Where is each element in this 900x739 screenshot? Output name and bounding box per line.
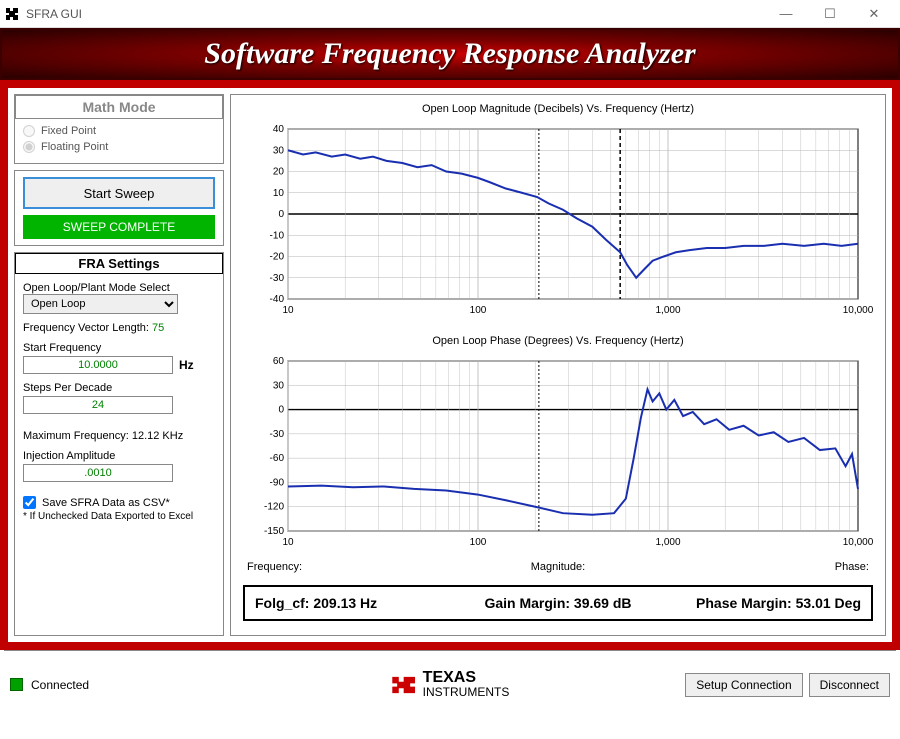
- ti-logo-text: TEXAS INSTRUMENTS: [423, 671, 510, 699]
- svg-text:0: 0: [278, 405, 284, 416]
- svg-text:100: 100: [470, 537, 487, 548]
- fra-settings-header: FRA Settings: [15, 253, 223, 274]
- chart-readout-row: Frequency: Magnitude: Phase:: [237, 557, 879, 577]
- footer: Connected TEXAS INSTRUMENTS Setup Connec…: [0, 650, 900, 715]
- banner-title: Software Frequency Response Analyzer: [204, 37, 695, 71]
- svg-text:-90: -90: [270, 477, 285, 488]
- save-csv-checkbox[interactable]: [23, 496, 36, 509]
- svg-text:10,000: 10,000: [843, 305, 874, 316]
- sweep-status: SWEEP COMPLETE: [23, 215, 215, 239]
- sweep-panel: Start Sweep SWEEP COMPLETE: [14, 170, 224, 246]
- svg-text:60: 60: [273, 356, 285, 367]
- window-titlebar: SFRA GUI — ☐ ✕: [0, 0, 900, 28]
- svg-text:-20: -20: [270, 252, 285, 263]
- left-panel: Math Mode Fixed Point Floating Point Sta…: [14, 94, 224, 636]
- mode-select-label: Open Loop/Plant Mode Select: [23, 282, 215, 294]
- save-csv-label: Save SFRA Data as CSV*: [42, 497, 170, 509]
- inj-amp-label: Injection Amplitude: [23, 450, 215, 462]
- svg-text:10: 10: [273, 188, 285, 199]
- folg-cf: Folg_cf: 209.13 Hz: [255, 595, 457, 611]
- margin-bar: Folg_cf: 209.13 Hz Gain Margin: 39.69 dB…: [243, 585, 873, 621]
- ti-logo-icon: [391, 672, 417, 698]
- save-csv-row[interactable]: Save SFRA Data as CSV*: [23, 496, 215, 509]
- freq-vector-label: Frequency Vector Length:: [23, 322, 149, 334]
- svg-text:-30: -30: [270, 273, 285, 284]
- svg-text:0: 0: [278, 209, 284, 220]
- banner: Software Frequency Response Analyzer: [0, 28, 900, 80]
- start-sweep-button[interactable]: Start Sweep: [23, 177, 215, 209]
- svg-text:30: 30: [273, 380, 285, 391]
- maximize-button[interactable]: ☐: [808, 1, 852, 27]
- radio-fixed-point-label: Fixed Point: [41, 125, 96, 137]
- svg-text:100: 100: [470, 305, 487, 316]
- max-freq-value: 12.12 KHz: [132, 430, 183, 442]
- window-title: SFRA GUI: [26, 7, 764, 21]
- radio-fixed-point-input[interactable]: [23, 125, 35, 137]
- svg-text:10: 10: [282, 305, 294, 316]
- steps-label: Steps Per Decade: [23, 382, 215, 394]
- app-icon: [4, 6, 20, 22]
- fra-settings-panel: FRA Settings Open Loop/Plant Mode Select…: [14, 252, 224, 636]
- readout-freq-label: Frequency:: [247, 561, 454, 573]
- main-frame: Math Mode Fixed Point Floating Point Sta…: [0, 80, 900, 650]
- max-freq-label: Maximum Frequency:: [23, 430, 129, 442]
- max-freq-row: Maximum Frequency: 12.12 KHz: [23, 430, 215, 442]
- phase-chart-title: Open Loop Phase (Degrees) Vs. Frequency …: [237, 335, 879, 347]
- svg-text:-150: -150: [264, 526, 284, 537]
- svg-text:10,000: 10,000: [843, 537, 874, 548]
- phase-chart: -150 -120 -90 -60 -30 0 30 60 10 100 1,000 10,000: [237, 353, 879, 553]
- radio-fixed-point[interactable]: Fixed Point: [23, 125, 215, 137]
- svg-text:40: 40: [273, 124, 285, 135]
- minimize-button[interactable]: —: [764, 1, 808, 27]
- svg-text:1,000: 1,000: [655, 537, 680, 548]
- radio-floating-point-label: Floating Point: [41, 141, 108, 153]
- start-freq-label: Start Frequency: [23, 342, 215, 354]
- freq-vector-row: Frequency Vector Length: 75: [23, 322, 215, 334]
- svg-text:-30: -30: [270, 429, 285, 440]
- inj-amp-input[interactable]: .0010: [23, 464, 173, 482]
- math-mode-header: Math Mode: [15, 95, 223, 119]
- svg-text:-60: -60: [270, 453, 285, 464]
- svg-text:-10: -10: [270, 230, 285, 241]
- math-mode-panel: Math Mode Fixed Point Floating Point: [14, 94, 224, 164]
- svg-text:30: 30: [273, 145, 285, 156]
- phase-margin: Phase Margin: 53.01 Deg: [659, 595, 861, 611]
- magnitude-chart: -40 -30 -20 -10 0 10 20 30 40 10 100 1,000 10,000: [237, 121, 879, 321]
- svg-text:10: 10: [282, 537, 294, 548]
- csv-footnote: * If Unchecked Data Exported to Excel: [23, 511, 215, 522]
- readout-mag-label: Magnitude:: [454, 561, 661, 573]
- chart-panel: Open Loop Magnitude (Decibels) Vs. Frequ…: [230, 94, 886, 636]
- mode-select[interactable]: Open Loop: [23, 294, 178, 314]
- svg-text:20: 20: [273, 167, 285, 178]
- close-button[interactable]: ✕: [852, 1, 896, 27]
- readout-phase-label: Phase:: [662, 561, 869, 573]
- start-freq-input[interactable]: 10.0000: [23, 356, 173, 374]
- steps-input[interactable]: 24: [23, 396, 173, 414]
- svg-text:-40: -40: [270, 294, 285, 305]
- freq-vector-value: 75: [152, 322, 164, 334]
- radio-floating-point-input[interactable]: [23, 141, 35, 153]
- mag-chart-title: Open Loop Magnitude (Decibels) Vs. Frequ…: [237, 103, 879, 115]
- start-freq-unit: Hz: [179, 358, 194, 372]
- disconnect-button[interactable]: Disconnect: [809, 673, 890, 697]
- gain-margin: Gain Margin: 39.69 dB: [457, 595, 659, 611]
- connection-status: Connected: [31, 678, 89, 692]
- svg-text:-120: -120: [264, 502, 284, 513]
- ti-logo: TEXAS INSTRUMENTS: [391, 671, 510, 699]
- svg-text:1,000: 1,000: [655, 305, 680, 316]
- radio-floating-point[interactable]: Floating Point: [23, 141, 215, 153]
- connection-indicator: [10, 678, 23, 691]
- setup-connection-button[interactable]: Setup Connection: [685, 673, 802, 697]
